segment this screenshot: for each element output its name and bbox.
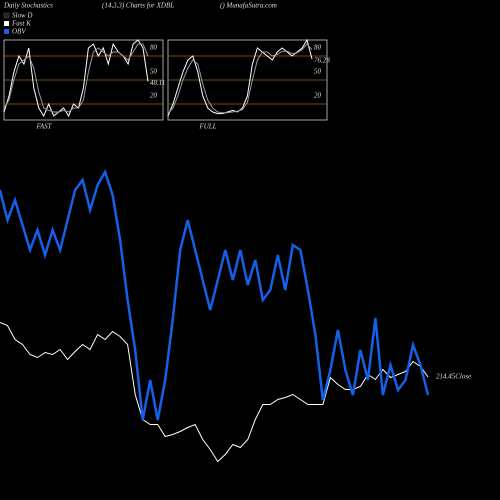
legend-swatch [4,29,9,34]
value-label: 48.11 [150,79,165,87]
y-tick-label: 80 [314,44,322,52]
y-tick-label: 80 [150,44,158,52]
chart-subtitle: (14,3,3) Charts for XDBL [102,2,174,10]
legend-swatch [3,12,10,19]
end-label: 214.45Close [436,373,471,381]
legend-label: Slow D [12,12,32,20]
y-tick-label: 20 [314,92,322,100]
y-tick-label: 20 [150,92,158,100]
y-tick-label: 50 [314,68,322,76]
source: () MunafaSutra.com [220,2,277,10]
data-line [3,43,149,113]
data-line [167,43,313,114]
data-line [3,39,149,118]
data-line [0,168,430,421]
panel-label: FULL [198,123,216,131]
value-label: 76.28 [314,57,330,65]
legend-swatch [4,21,9,26]
panel-label: FAST [35,123,52,131]
chart-title: Daily Stochastics [3,2,53,10]
data-line [0,322,429,463]
legend-label: Fast K [11,20,31,28]
legend-label: OBV [12,28,26,36]
y-tick-label: 50 [150,68,158,76]
